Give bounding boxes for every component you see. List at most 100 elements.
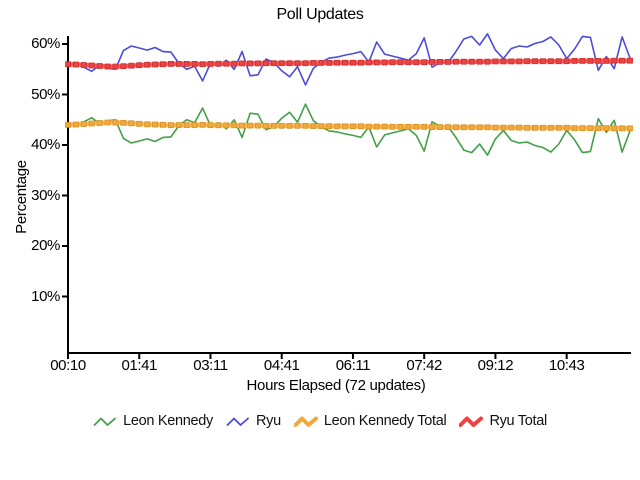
total-marker bbox=[524, 124, 530, 131]
total-marker bbox=[555, 58, 562, 65]
total-marker bbox=[88, 62, 95, 69]
total-marker bbox=[96, 63, 103, 69]
total-marker bbox=[421, 123, 428, 130]
total-marker bbox=[294, 122, 301, 129]
legend-swatch bbox=[226, 417, 249, 426]
total-marker bbox=[540, 124, 546, 131]
total-marker bbox=[73, 61, 79, 68]
total-marker bbox=[104, 119, 111, 126]
total-marker bbox=[405, 123, 412, 130]
total-marker bbox=[152, 61, 159, 68]
total-marker bbox=[571, 58, 578, 64]
total-marker bbox=[389, 123, 396, 130]
total-marker bbox=[239, 122, 246, 129]
total-marker bbox=[547, 124, 554, 131]
total-marker bbox=[342, 123, 348, 130]
total-marker bbox=[73, 121, 79, 128]
x-tick-label: 00:10 bbox=[50, 357, 86, 374]
leon-kennedy-total-line-icon bbox=[293, 416, 318, 427]
y-tick-label: 20% bbox=[31, 237, 60, 254]
ryu-line-icon bbox=[226, 417, 249, 426]
total-marker bbox=[437, 59, 443, 65]
total-marker bbox=[397, 59, 404, 66]
y-tick-label: 50% bbox=[31, 85, 60, 103]
total-marker bbox=[128, 62, 135, 69]
total-marker bbox=[389, 59, 396, 66]
total-marker bbox=[444, 124, 451, 130]
total-marker bbox=[302, 122, 309, 129]
legend-label: Leon Kennedy Total bbox=[323, 413, 447, 429]
total-marker bbox=[80, 62, 87, 68]
total-marker bbox=[516, 124, 523, 131]
total-marker bbox=[278, 122, 285, 129]
total-marker bbox=[175, 61, 182, 67]
total-marker bbox=[381, 59, 388, 66]
total-marker bbox=[444, 59, 451, 65]
total-marker bbox=[247, 60, 254, 67]
total-marker bbox=[579, 58, 586, 64]
legend: Leon Kennedy Ryu Leon Kennedy Total Ryu Tot… bbox=[0, 413, 640, 429]
total-marker bbox=[191, 61, 198, 67]
total-marker bbox=[215, 122, 222, 129]
total-marker bbox=[326, 123, 333, 129]
axes bbox=[62, 36, 631, 359]
total-marker bbox=[278, 60, 285, 67]
total-marker bbox=[286, 122, 293, 129]
total-marker bbox=[484, 124, 491, 131]
total-marker bbox=[429, 124, 436, 130]
total-marker bbox=[460, 124, 467, 131]
total-marker bbox=[524, 58, 530, 65]
legend-item-ryu-total: Ryu Total bbox=[459, 413, 547, 429]
total-marker bbox=[532, 124, 538, 131]
total-marker bbox=[357, 59, 364, 66]
total-marker bbox=[508, 58, 515, 65]
total-marker bbox=[540, 58, 546, 65]
legend-swatch bbox=[293, 416, 318, 427]
total-marker bbox=[627, 57, 633, 64]
total-marker bbox=[80, 121, 87, 127]
total-marker bbox=[88, 120, 95, 127]
total-marker bbox=[476, 124, 483, 131]
total-marker bbox=[255, 60, 261, 67]
total-marker bbox=[96, 120, 103, 126]
total-marker bbox=[587, 125, 594, 131]
legend-item-leon-kennedy-total: Leon Kennedy Total bbox=[293, 413, 447, 429]
total-marker bbox=[262, 60, 269, 67]
total-marker bbox=[484, 58, 491, 65]
total-marker bbox=[112, 63, 119, 70]
total-marker bbox=[262, 122, 269, 129]
total-marker bbox=[255, 122, 261, 129]
total-marker bbox=[516, 58, 523, 65]
total-marker bbox=[381, 123, 388, 130]
total-marker bbox=[199, 61, 206, 68]
total-marker bbox=[603, 58, 610, 64]
total-marker bbox=[104, 63, 111, 70]
ryu-total-line-icon bbox=[459, 416, 484, 427]
total-marker bbox=[223, 60, 230, 67]
total-marker bbox=[215, 60, 222, 67]
legend-label: Ryu bbox=[256, 413, 281, 429]
x-tick-label: 03:11 bbox=[193, 357, 228, 374]
total-marker bbox=[405, 59, 412, 66]
total-marker bbox=[492, 124, 499, 131]
x-tick-label: 09:12 bbox=[477, 357, 514, 374]
total-marker bbox=[476, 58, 483, 65]
total-marker bbox=[191, 122, 198, 128]
series-line-ryu bbox=[67, 33, 631, 86]
total-marker bbox=[144, 61, 151, 68]
total-marker bbox=[397, 123, 404, 130]
x-tick-label: 06:11 bbox=[335, 357, 371, 374]
y-tick-label: 30% bbox=[31, 186, 60, 204]
total-marker bbox=[365, 123, 372, 130]
series-lines bbox=[65, 33, 633, 156]
total-marker bbox=[160, 121, 166, 128]
total-marker bbox=[468, 124, 475, 131]
legend-label: Ryu Total bbox=[489, 413, 547, 429]
total-marker bbox=[452, 124, 459, 131]
total-marker bbox=[619, 125, 625, 132]
total-marker bbox=[175, 122, 182, 128]
total-marker bbox=[373, 59, 380, 66]
x-tick-label: 10:43 bbox=[548, 357, 585, 374]
